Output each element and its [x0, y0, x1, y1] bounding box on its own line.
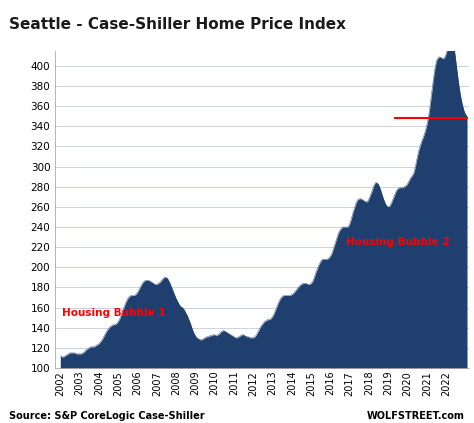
Text: WOLFSTREET.com: WOLFSTREET.com: [367, 411, 465, 421]
Text: Housing Bubble 2: Housing Bubble 2: [346, 237, 449, 247]
Text: Housing Bubble 1: Housing Bubble 1: [62, 308, 166, 318]
Text: Source: S&P CoreLogic Case-Shiller: Source: S&P CoreLogic Case-Shiller: [9, 411, 205, 421]
Text: Seattle - Case-Shiller Home Price Index: Seattle - Case-Shiller Home Price Index: [9, 17, 346, 32]
